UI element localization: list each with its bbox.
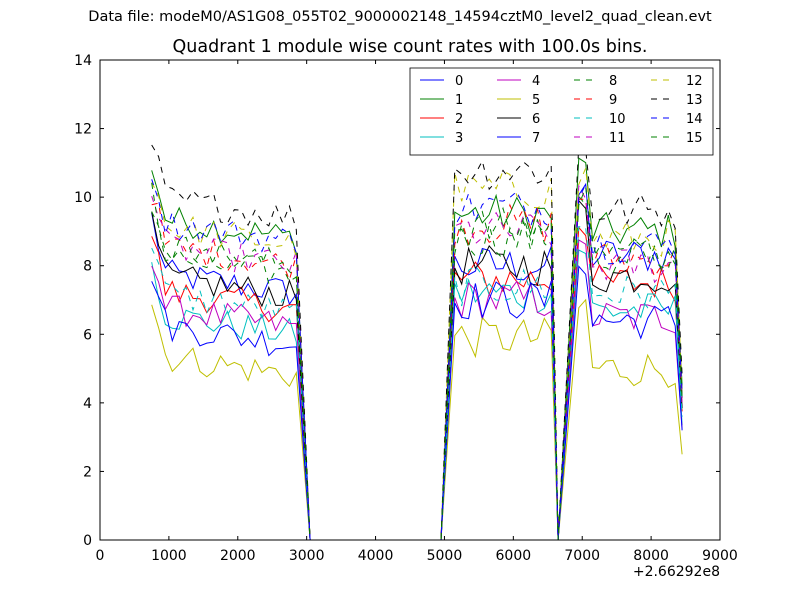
axes-frame [99,59,721,541]
series-line-14 [151,179,683,541]
legend-label-4: 4 [532,74,540,89]
x-tick-label: 1000 [151,548,187,564]
x-tick-label: 0 [96,548,105,564]
legend-box [409,67,714,156]
y-tick-label: 2 [83,464,92,480]
chart-title: Quadrant 1 module wise count rates with … [172,37,648,57]
x-tick-label: 7000 [564,548,600,564]
x-tick-label: 8000 [633,548,669,564]
series-line-15 [151,182,683,541]
y-tick-label: 8 [83,259,92,275]
series-line-6 [151,199,683,541]
series-line-13 [151,144,683,541]
x-tick-label: 3000 [289,548,325,564]
legend-label-12: 12 [686,74,703,89]
x-tick-label: 9000 [702,548,738,564]
legend-label-8: 8 [609,74,617,89]
legend-label-9: 9 [609,93,617,108]
y-tick-label: 12 [74,122,92,138]
legend-label-6: 6 [532,112,540,127]
series-line-12 [151,168,683,541]
legend-label-13: 13 [686,93,703,108]
series-line-10 [151,226,683,541]
x-tick-label: 6000 [496,548,532,564]
legend-label-10: 10 [609,112,626,127]
x-offset-label: +2.66292e8 [632,564,720,580]
series-lines [151,144,683,541]
legend-label-1: 1 [455,93,463,108]
x-tick-label: 4000 [358,548,394,564]
series-line-0 [151,182,683,541]
y-tick-label: 14 [74,53,92,69]
legend-label-7: 7 [532,131,540,146]
axis-ticks: 0 1000 2000 3000 4000 5000 6000 7000 8000 9000 0 2 4… [74,53,738,564]
series-line-1 [151,157,683,541]
y-tick-label: 0 [83,533,92,549]
y-tick-label: 6 [83,327,92,343]
legend-label-3: 3 [455,131,463,146]
data-file-suptitle: Data file: modeM0/AS1G08_055T02_90000021… [88,9,712,25]
series-line-5 [151,298,683,541]
series-line-3 [151,249,683,541]
x-tick-label: 5000 [427,548,463,564]
y-tick-label: 10 [74,190,92,206]
x-tick-label: 2000 [220,548,256,564]
legend-label-0: 0 [455,74,463,89]
series-line-9 [151,198,683,541]
legend-label-14: 14 [686,112,703,127]
legend-label-2: 2 [455,112,463,127]
legend-label-5: 5 [532,93,540,108]
legend-label-15: 15 [686,131,703,146]
series-line-4 [151,239,683,541]
series-line-7 [151,265,683,541]
series-line-2 [151,226,683,541]
legend-label-11: 11 [609,131,626,146]
y-tick-label: 4 [83,396,92,412]
